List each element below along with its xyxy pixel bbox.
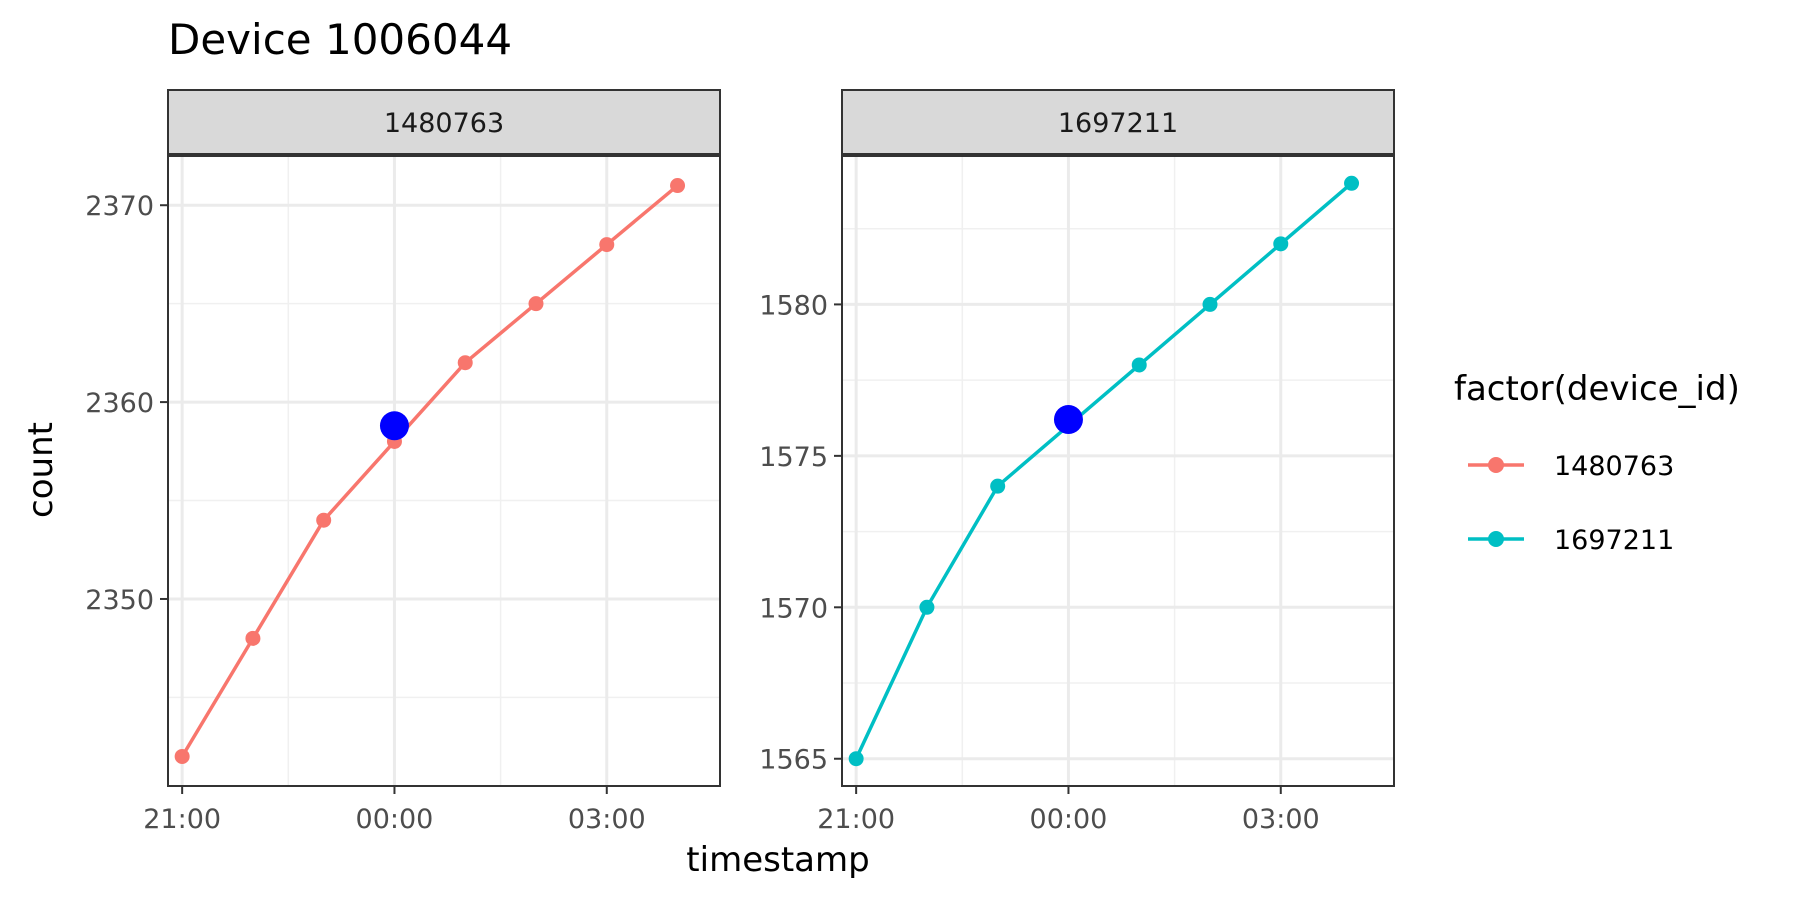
legend-key-point <box>1488 531 1504 547</box>
panel-1: 1480763 21:00 00:00 03:00 2350 2360 2370 <box>85 89 721 835</box>
strip-background <box>841 89 1395 155</box>
y-tick-label: 2360 <box>85 388 154 419</box>
panel-2: 1697211 21:00 00:00 03:00 1565 1570 1575 1580 <box>759 89 1395 835</box>
x-tick-label: 03:00 <box>568 804 646 835</box>
data-point <box>670 178 686 194</box>
x-axis-title: timestamp <box>686 840 869 880</box>
highlight-point <box>1053 405 1083 435</box>
y-tick-label: 1565 <box>759 745 828 776</box>
data-point <box>1344 175 1360 191</box>
y-tick-label: 1570 <box>759 593 828 624</box>
strip-label: 1697211 <box>1058 108 1178 139</box>
data-point <box>599 237 615 253</box>
data-point <box>457 355 473 371</box>
data-point <box>919 599 935 615</box>
y-tick-label: 2350 <box>85 585 154 616</box>
x-tick-label: 21:00 <box>817 804 895 835</box>
y-tick-label: 2370 <box>85 191 154 222</box>
data-point <box>1273 236 1289 252</box>
data-point <box>990 478 1006 494</box>
legend-label: 1697211 <box>1554 525 1674 556</box>
strip-label: 1480763 <box>384 108 504 139</box>
legend-title: factor(device_id) <box>1454 369 1740 409</box>
data-point <box>174 748 190 764</box>
legend-item-1480763: 1480763 <box>1468 451 1674 482</box>
legend-label: 1480763 <box>1554 451 1674 482</box>
plot-background <box>168 156 720 786</box>
data-point <box>528 296 544 312</box>
data-point <box>1202 296 1218 312</box>
data-point <box>316 512 332 528</box>
y-axis-title: count <box>21 422 61 518</box>
legend: factor(device_id) 1480763 1697211 <box>1454 369 1740 556</box>
x-tick-label: 21:00 <box>143 804 221 835</box>
data-point <box>848 751 864 767</box>
series-line-1697211 <box>854 181 1353 760</box>
x-tick-label: 00:00 <box>356 804 434 835</box>
x-tick-label: 00:00 <box>1030 804 1108 835</box>
series-line-1480763 <box>180 184 679 758</box>
legend-items: 1480763 1697211 <box>1468 451 1674 556</box>
x-tick-label: 03:00 <box>1242 804 1320 835</box>
highlight-point <box>379 411 409 441</box>
data-point <box>1131 357 1147 373</box>
data-point <box>245 630 261 646</box>
plot-background <box>842 156 1394 786</box>
panels: 1480763 21:00 00:00 03:00 2350 2360 2370 169721… <box>85 89 1395 835</box>
y-tick-label: 1575 <box>759 442 828 473</box>
y-tick-label: 1580 <box>759 290 828 321</box>
strip-background <box>167 89 721 155</box>
panel-border <box>167 155 721 787</box>
chart-title: Device 1006044 <box>168 15 512 64</box>
legend-item-1697211: 1697211 <box>1468 525 1674 556</box>
legend-key-point <box>1488 457 1504 473</box>
panel-border <box>841 155 1395 787</box>
